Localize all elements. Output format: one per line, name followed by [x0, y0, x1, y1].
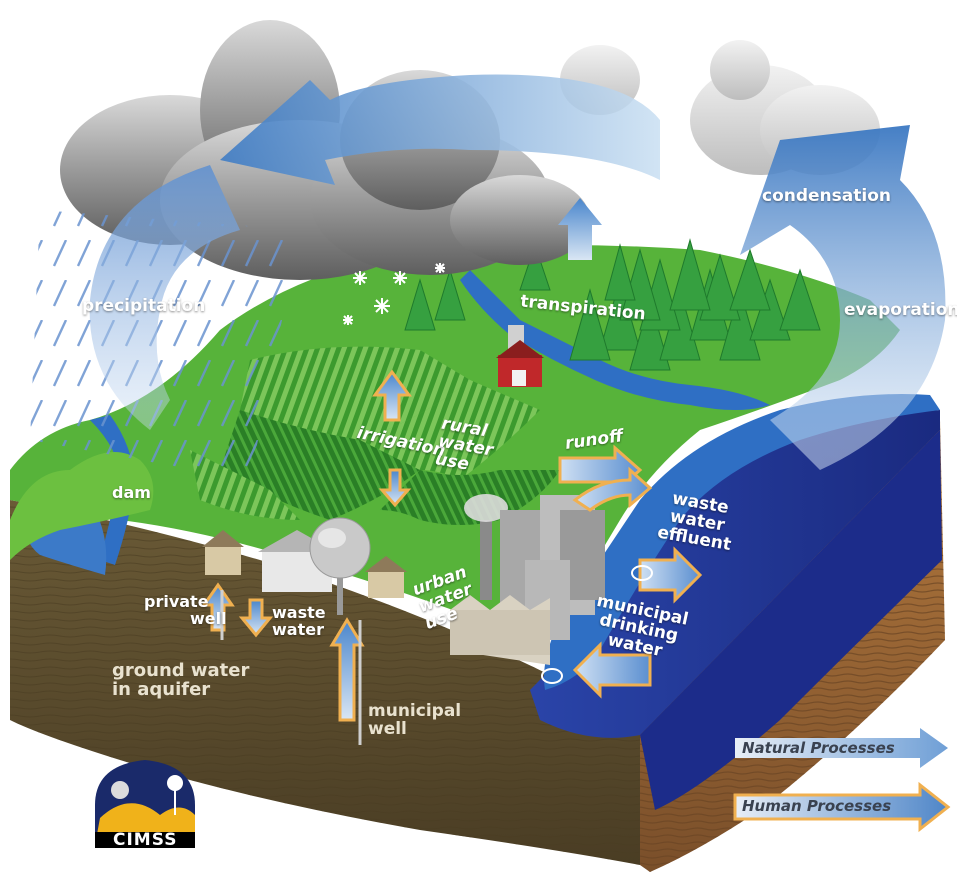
transpiration-arrow: [558, 198, 602, 260]
label-condensation: condensation: [762, 186, 891, 206]
water-tower: [309, 517, 371, 615]
city-buildings: [450, 494, 605, 665]
effluent-pipe: [631, 565, 653, 581]
legend-human-label: Human Processes: [742, 797, 892, 815]
cimss-logo: [95, 760, 195, 848]
legend-human-arrow: [733, 781, 951, 833]
crop-field: [360, 380, 540, 480]
legend-natural-label: Natural Processes: [742, 739, 895, 757]
precipitation-arrow: [89, 165, 241, 430]
label-rural-water-use: rural water use: [433, 413, 495, 475]
label-municipal-well: municipal well: [368, 701, 462, 739]
label-private-well: private well: [144, 592, 227, 628]
label-waste-water: waste water: [272, 603, 326, 639]
label-ground-water: ground water in aquifer: [112, 660, 250, 700]
lake-depth: [640, 430, 942, 810]
label-precipitation: precipitation: [82, 296, 206, 316]
label-evaporation: evaporation: [844, 300, 957, 320]
cycle-arrow-top: [220, 74, 660, 185]
evaporation-arrow: [740, 125, 946, 470]
forest: [404, 238, 821, 371]
barn: [496, 325, 544, 387]
human-arrows: [201, 369, 703, 722]
cimss-logo-text: CIMSS: [113, 830, 178, 850]
crop-field: [240, 346, 470, 440]
hills: [10, 452, 154, 560]
label-dam: dam: [112, 483, 151, 502]
legend-natural-arrow: [735, 728, 948, 768]
intake-pipe: [541, 668, 563, 684]
snowflakes: [343, 263, 445, 325]
